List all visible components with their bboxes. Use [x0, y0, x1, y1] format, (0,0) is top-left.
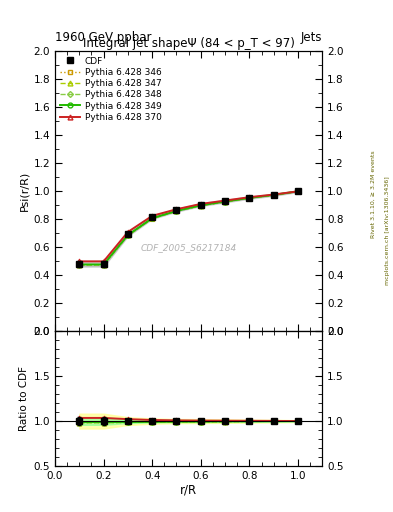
- Text: 1960 GeV ppbar: 1960 GeV ppbar: [55, 31, 152, 44]
- Legend: CDF, Pythia 6.428 346, Pythia 6.428 347, Pythia 6.428 348, Pythia 6.428 349, Pyt: CDF, Pythia 6.428 346, Pythia 6.428 347,…: [59, 55, 163, 124]
- Text: CDF_2005_S6217184: CDF_2005_S6217184: [141, 243, 237, 252]
- Y-axis label: Psi(r/R): Psi(r/R): [19, 171, 29, 211]
- Text: mcplots.cern.ch [arXiv:1306.3436]: mcplots.cern.ch [arXiv:1306.3436]: [385, 176, 389, 285]
- Text: Rivet 3.1.10, ≥ 3.2M events: Rivet 3.1.10, ≥ 3.2M events: [371, 151, 376, 239]
- Y-axis label: Ratio to CDF: Ratio to CDF: [19, 366, 29, 431]
- Text: Jets: Jets: [301, 31, 322, 44]
- Title: Integral jet shapeΨ (84 < p_T < 97): Integral jet shapeΨ (84 < p_T < 97): [83, 37, 295, 50]
- X-axis label: r/R: r/R: [180, 483, 197, 497]
